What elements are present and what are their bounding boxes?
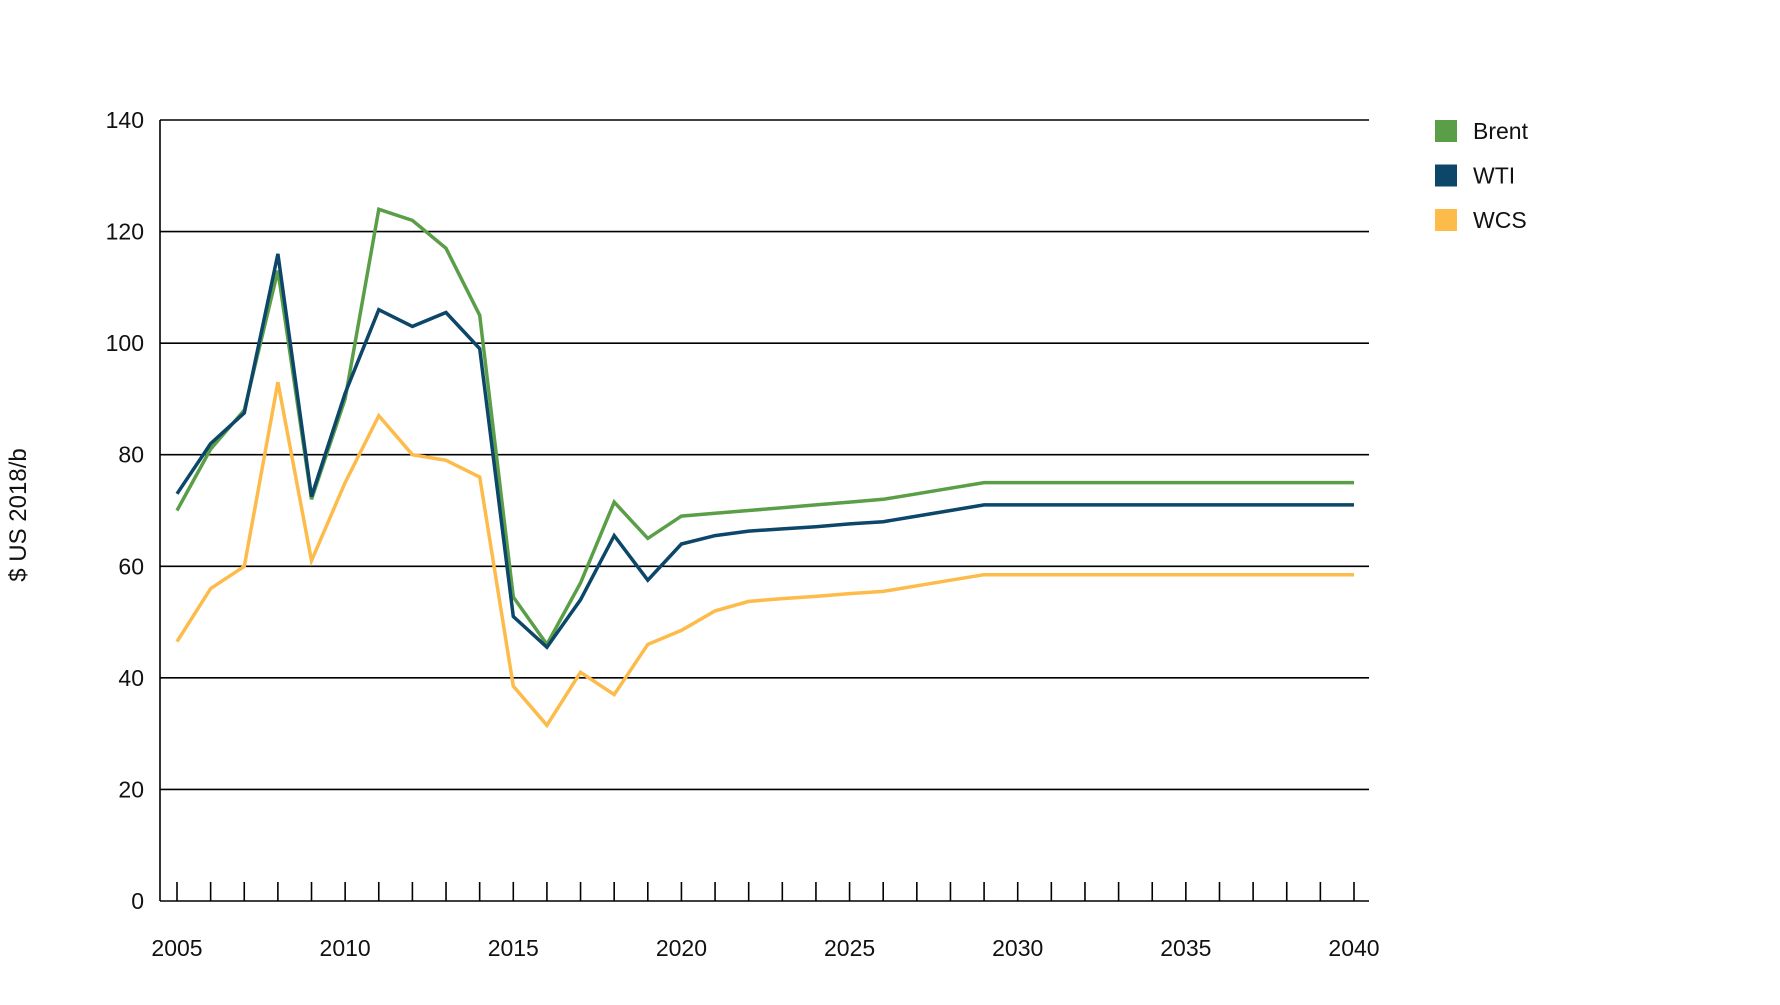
- x-tick-label: 2015: [488, 935, 539, 961]
- series-lines: [175, 207, 1354, 729]
- x-tick-label: 2010: [320, 935, 371, 961]
- gridlines: [159, 119, 1369, 902]
- y-tick-label: 120: [106, 219, 144, 245]
- y-tick-label: 80: [118, 442, 144, 468]
- x-tick-label: 2020: [656, 935, 707, 961]
- x-ticks: [176, 882, 1355, 901]
- legend-label: WTI: [1473, 163, 1515, 189]
- y-tick-label: 60: [118, 553, 144, 579]
- x-tick-label: 2005: [151, 935, 202, 961]
- y-tick-label: 140: [106, 107, 144, 133]
- series-line-wcs: [175, 381, 1354, 729]
- series-line-brent: [175, 207, 1354, 648]
- x-tick-label: 2025: [824, 935, 875, 961]
- y-tick-label: 20: [118, 776, 144, 802]
- legend: Brent WTI WCS: [1435, 118, 1529, 233]
- y-tick-label: 40: [118, 665, 144, 691]
- x-tick-label: 2035: [1160, 935, 1211, 961]
- y-tick-label: 100: [106, 330, 144, 356]
- y-axis-title: $ US 2018/b: [5, 448, 32, 581]
- x-tick-label: 2030: [992, 935, 1043, 961]
- x-tick-label: 2040: [1328, 935, 1379, 961]
- legend-label: Brent: [1473, 118, 1529, 144]
- y-tick-label: 0: [131, 888, 144, 914]
- legend-swatch-wti: [1435, 164, 1457, 187]
- series-line-wti: [175, 253, 1354, 650]
- legend-swatch-brent: [1435, 120, 1457, 142]
- legend-swatch-wcs: [1435, 209, 1457, 231]
- legend-label: WCS: [1473, 207, 1527, 233]
